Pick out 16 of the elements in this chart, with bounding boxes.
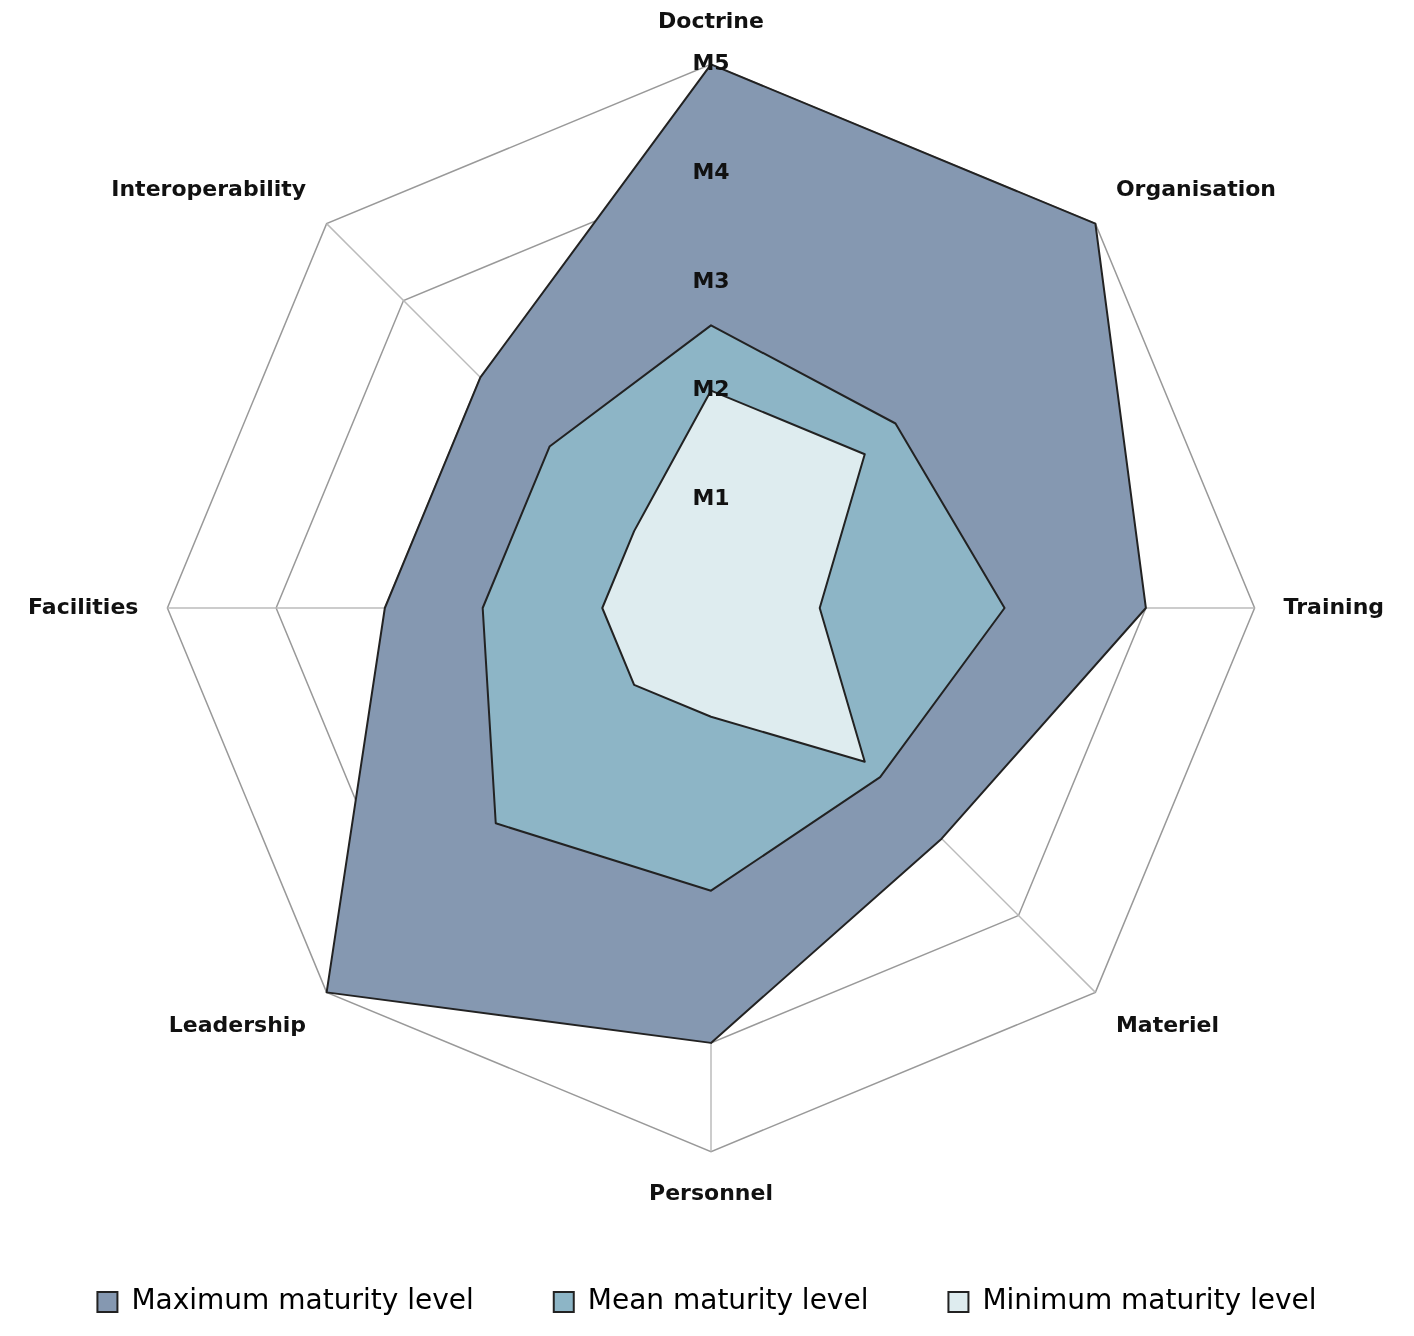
y-tick-label: M4 <box>692 158 730 184</box>
y-tick-label: M2 <box>692 376 730 402</box>
legend-label: Mean maturity level <box>587 1283 869 1317</box>
spoke-label: Materiel <box>1115 1011 1219 1037</box>
y-tick-label: M5 <box>692 50 730 76</box>
spoke-label: Organisation <box>1115 175 1277 201</box>
spoke-label: Interoperability <box>111 175 307 201</box>
spoke-label: Facilities <box>28 593 139 619</box>
y-tick-label: M1 <box>692 485 730 510</box>
spoke-label: Leadership <box>168 1011 307 1037</box>
spoke-label: Training <box>1283 593 1385 619</box>
legend-label: Minimum maturity level <box>982 1283 1317 1317</box>
spoke-label: Personnel <box>649 1179 773 1205</box>
y-tick-label: M3 <box>692 267 730 293</box>
spoke-label: Doctrine <box>658 7 764 33</box>
legend-label: Maximum maturity level <box>131 1283 474 1317</box>
